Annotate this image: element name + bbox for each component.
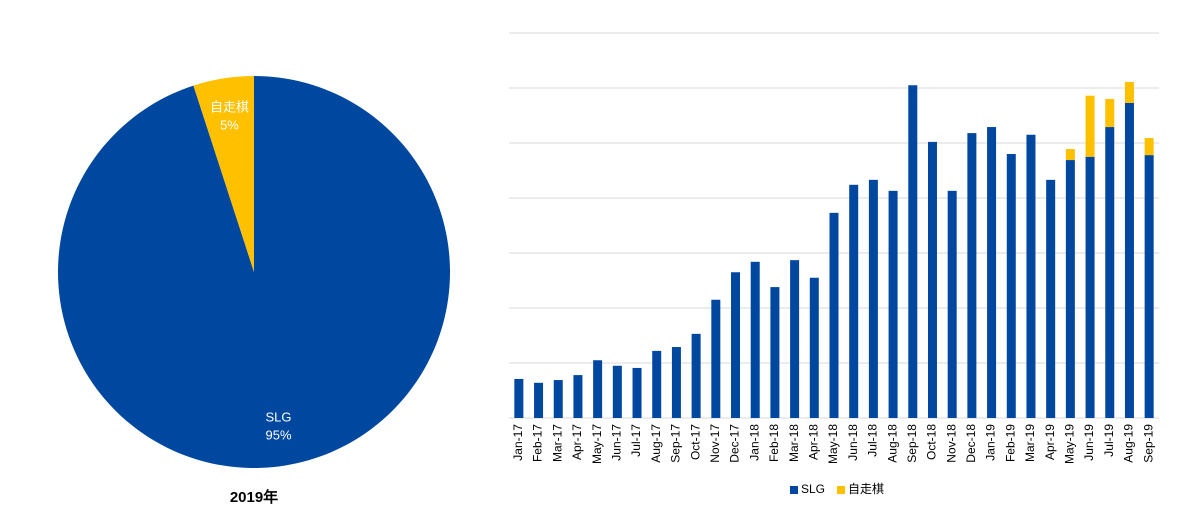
x-tick-label: Feb-17 [531, 424, 545, 462]
x-tick-label: Nov-18 [944, 424, 958, 463]
bar [987, 127, 997, 419]
x-tick-label: Dec-17 [728, 424, 742, 463]
x-tick-label: Jul-18 [866, 424, 880, 457]
bar [770, 287, 780, 418]
x-tick-label: May-18 [826, 424, 840, 464]
slice-label: 自走棋 [210, 100, 249, 115]
x-tick-label: May-19 [1063, 424, 1077, 464]
x-tick-label: Oct-18 [925, 424, 939, 460]
legend-swatch [790, 486, 798, 494]
x-tick-label: Aug-18 [885, 424, 899, 463]
bar [671, 347, 681, 418]
bar [1105, 127, 1115, 419]
x-tick-label: Mar-18 [787, 424, 801, 462]
bar [1124, 81, 1134, 103]
slice-label: SLG [266, 409, 292, 424]
x-tick-label: Sep-18 [905, 424, 919, 463]
x-tick-label: Aug-19 [1122, 424, 1136, 463]
pie-title: 2019年 [230, 488, 278, 506]
x-tick-label: Jun-18 [846, 424, 860, 461]
bar [573, 375, 583, 418]
bar [593, 360, 603, 418]
bar [553, 380, 563, 418]
bar [888, 190, 898, 418]
slice-value-label: 95% [266, 427, 292, 442]
pie-slice [193, 76, 254, 272]
legend-swatch [837, 486, 846, 494]
x-tick-label: Feb-19 [1003, 424, 1017, 462]
bar [514, 378, 524, 418]
x-tick-label: Mar-17 [550, 424, 564, 462]
x-tick-label: Sep-17 [669, 424, 683, 463]
bar [967, 133, 977, 418]
x-tick-label: Jul-17 [629, 424, 643, 457]
bar [1065, 149, 1075, 161]
x-tick-label: Sep-19 [1141, 424, 1155, 463]
bar [809, 277, 819, 418]
x-tick-label: Apr-18 [806, 424, 820, 460]
bar [612, 365, 622, 418]
legend-label: SLG [801, 482, 825, 496]
bar [947, 190, 957, 418]
x-tick-label: Jan-17 [511, 424, 525, 461]
bar [1065, 160, 1075, 419]
pie-slice [57, 76, 450, 469]
bar [790, 260, 800, 418]
x-tick-label: Apr-19 [1043, 424, 1057, 460]
bar [711, 299, 721, 418]
bar [868, 179, 878, 418]
bar [1026, 134, 1036, 418]
x-tick-label: Dec-18 [964, 424, 978, 463]
x-tick-label: Mar-19 [1023, 424, 1037, 462]
x-tick-label: May-17 [590, 424, 604, 464]
x-tick-label: Oct-17 [688, 424, 702, 460]
x-tick-label: Jan-18 [747, 424, 761, 461]
bar [1144, 155, 1154, 418]
bar [927, 141, 937, 418]
bar [1006, 154, 1016, 418]
bar [1144, 138, 1154, 156]
bar [1085, 156, 1095, 418]
bar [1105, 99, 1115, 128]
bar [849, 184, 859, 418]
x-tick-label: Jun-19 [1082, 424, 1096, 461]
bar [691, 333, 701, 418]
x-tick-label: Jul-19 [1102, 424, 1116, 457]
bar [632, 367, 642, 418]
bar [731, 272, 741, 418]
legend-label: 自走棋 [848, 482, 884, 496]
bar [652, 350, 662, 418]
x-tick-label: Feb-18 [767, 424, 781, 462]
bar [1124, 102, 1134, 418]
bar [534, 382, 544, 418]
slice-value-label: 5% [220, 118, 239, 133]
x-tick-label: Jun-17 [610, 424, 624, 461]
x-tick-label: Nov-17 [708, 424, 722, 463]
bar [829, 212, 839, 418]
x-tick-label: Jan-19 [984, 424, 998, 461]
x-tick-label: Apr-17 [570, 424, 584, 460]
x-tick-label: Aug-17 [649, 424, 663, 463]
bar [908, 85, 918, 418]
bar [1085, 95, 1095, 157]
bar [750, 261, 760, 418]
bar [1046, 179, 1056, 418]
